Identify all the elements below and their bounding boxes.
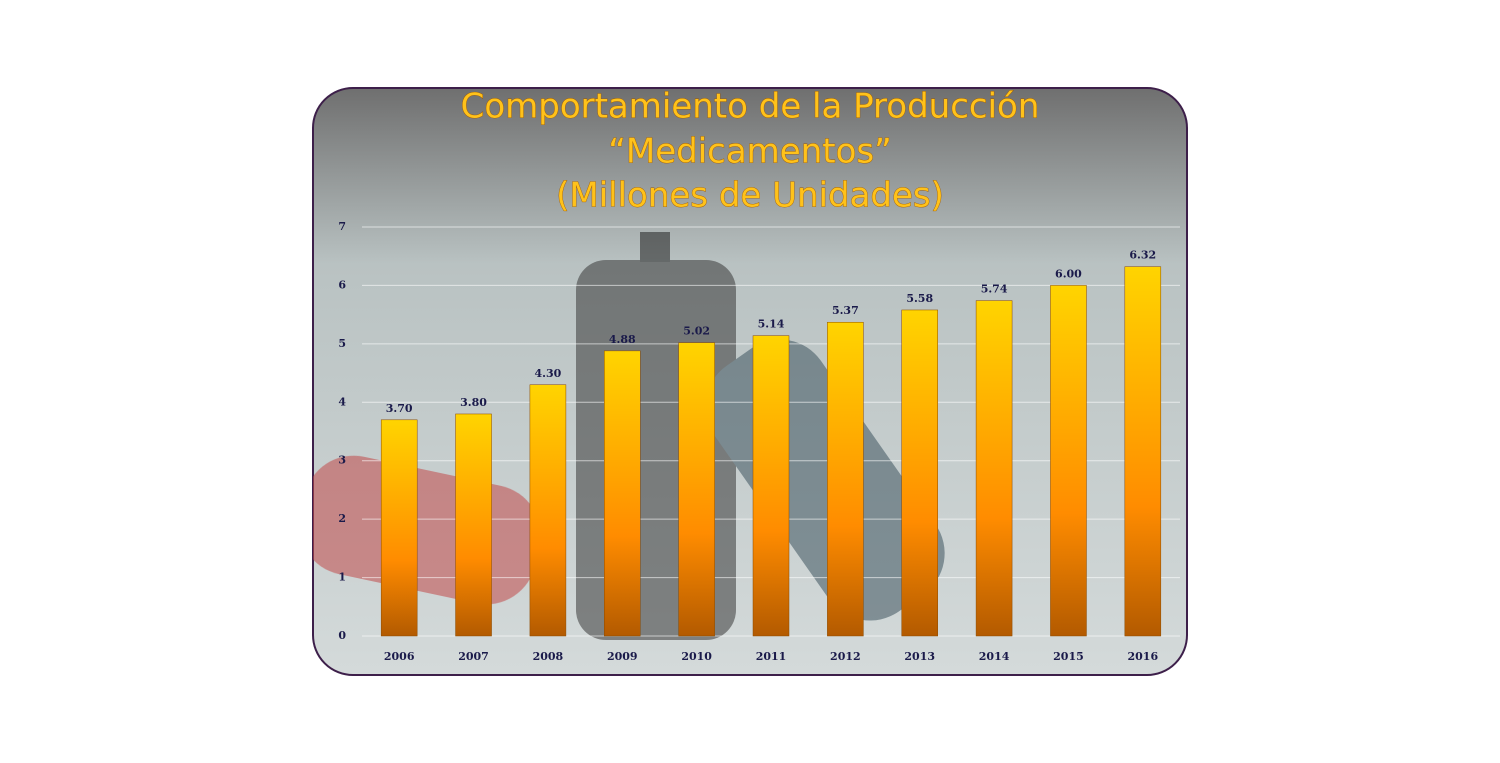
y-tick-label: 6 [338,278,346,291]
bar [380,419,418,637]
data-label: 3.70 [386,402,413,415]
data-label: 4.30 [535,367,562,380]
bar [678,342,715,637]
chart-title: “Medicamentos” [608,132,891,172]
data-label: 4.88 [609,333,636,346]
y-tick-label: 5 [338,337,346,350]
bar [604,350,641,637]
bar [752,335,790,637]
y-tick-label: 7 [338,220,346,233]
x-tick-label: 2013 [904,650,935,663]
data-label: 5.02 [683,325,710,338]
bar [901,309,938,637]
y-tick-label: 3 [338,454,346,467]
x-tick-label: 2011 [756,650,787,663]
x-tick-label: 2006 [384,650,415,663]
x-tick-label: 2009 [607,650,638,663]
data-label: 3.80 [460,396,487,409]
y-tick-label: 2 [338,512,346,525]
bar [975,300,1013,637]
data-label: 6.32 [1129,249,1156,262]
chart-title: (Millones de Unidades) [556,176,944,216]
y-tick-label: 4 [338,395,346,408]
x-tick-label: 2014 [979,650,1010,663]
x-tick-label: 2015 [1053,650,1084,663]
chart-title: Comportamiento de la Producción [461,87,1040,127]
data-label: 5.14 [758,318,785,331]
data-label: 5.37 [832,304,859,317]
x-tick-label: 2012 [830,650,861,663]
x-tick-label: 2010 [681,650,712,663]
x-tick-label: 2008 [533,650,564,663]
y-tick-label: 1 [338,571,346,584]
bar [529,384,567,637]
bar [827,321,864,637]
x-tick-label: 2007 [458,650,489,663]
data-label: 5.74 [981,283,1008,296]
bar [455,413,492,637]
bar [1124,266,1162,637]
data-label: 5.58 [906,292,933,305]
y-tick-label: 0 [338,629,346,642]
x-tick-label: 2016 [1128,650,1159,663]
bar [1050,285,1087,637]
data-label: 6.00 [1055,267,1082,280]
